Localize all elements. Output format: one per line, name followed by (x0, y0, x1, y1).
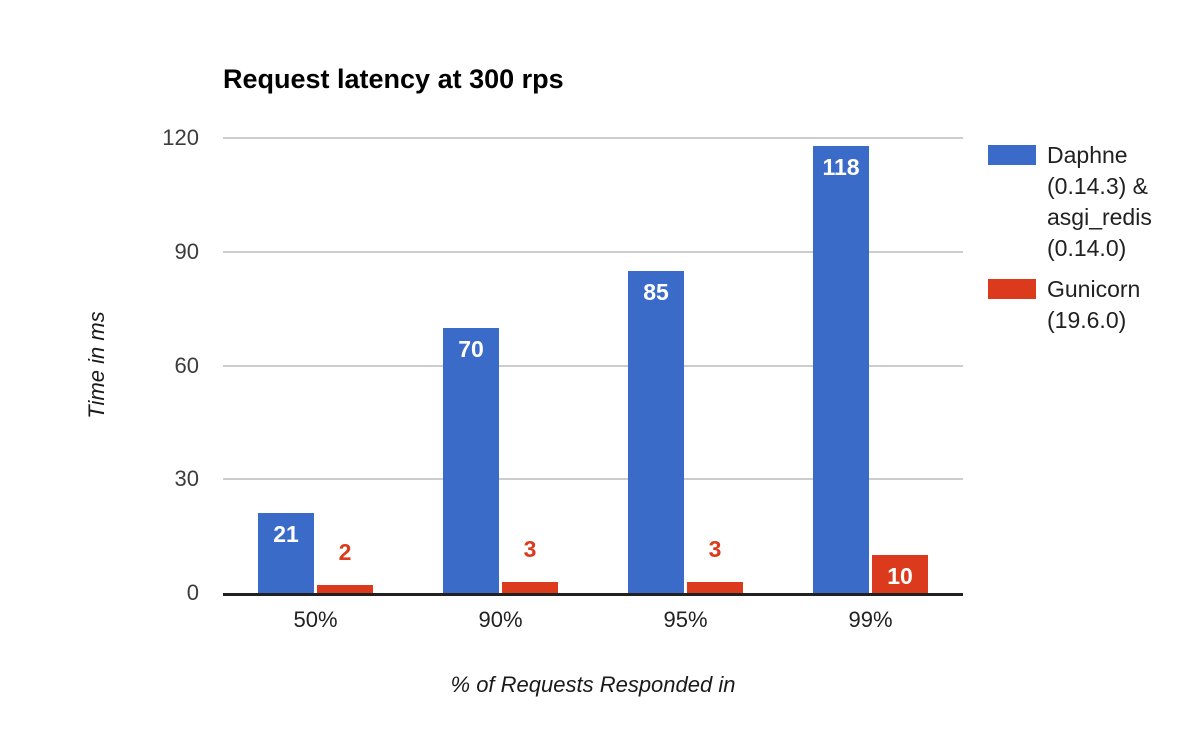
x-tick-label: 50% (293, 607, 338, 632)
gridline (223, 250, 963, 253)
legend: Daphne (0.14.3) & asgi_redis (0.14.0) Gun… (988, 140, 1179, 336)
legend-swatch (988, 145, 1036, 165)
bar-value-label: 3 (708, 535, 722, 562)
gridline (223, 137, 963, 139)
bar (813, 145, 869, 593)
legend-label: Daphne (0.14.3) & asgi_redis (0.14.0) (1047, 142, 1152, 261)
bar-value-label: 3 (523, 535, 537, 562)
legend-item: Daphne (0.14.3) & asgi_redis (0.14.0) (988, 140, 1179, 264)
y-tick-label: 0 (186, 580, 199, 605)
y-axis-title: Time in ms (84, 311, 109, 419)
bar-value-label: 118 (822, 153, 860, 180)
y-tick-label: 60 (174, 352, 199, 378)
gridline (223, 478, 963, 481)
legend-swatch (988, 279, 1036, 299)
bar (872, 555, 928, 593)
bar (628, 270, 684, 593)
x-axis-line (223, 593, 963, 596)
legend-item: Gunicorn (19.6.0) (988, 274, 1179, 336)
x-tick-label: 99% (848, 607, 893, 632)
x-tick-label: 95% (663, 607, 708, 632)
bar (502, 581, 558, 593)
bar-value-label: 10 (887, 563, 913, 590)
chart-title: Request latency at 300 rps (223, 64, 564, 94)
bar-value-label: 2 (338, 539, 352, 566)
x-tick-label: 90% (478, 607, 523, 632)
legend-label: Gunicorn (19.6.0) (1047, 276, 1141, 333)
gridline (223, 364, 963, 367)
bar (258, 513, 314, 593)
bar-value-label: 85 (643, 278, 669, 305)
bar (317, 585, 373, 593)
y-tick-label: 120 (162, 125, 199, 150)
bar (687, 581, 743, 593)
bar (443, 327, 499, 593)
bar-value-label: 21 (273, 521, 299, 548)
bar-value-label: 70 (458, 335, 484, 362)
y-tick-label: 30 (174, 466, 199, 492)
x-axis-title: % of Requests Responded in (450, 672, 736, 697)
y-tick-label: 90 (174, 238, 199, 264)
